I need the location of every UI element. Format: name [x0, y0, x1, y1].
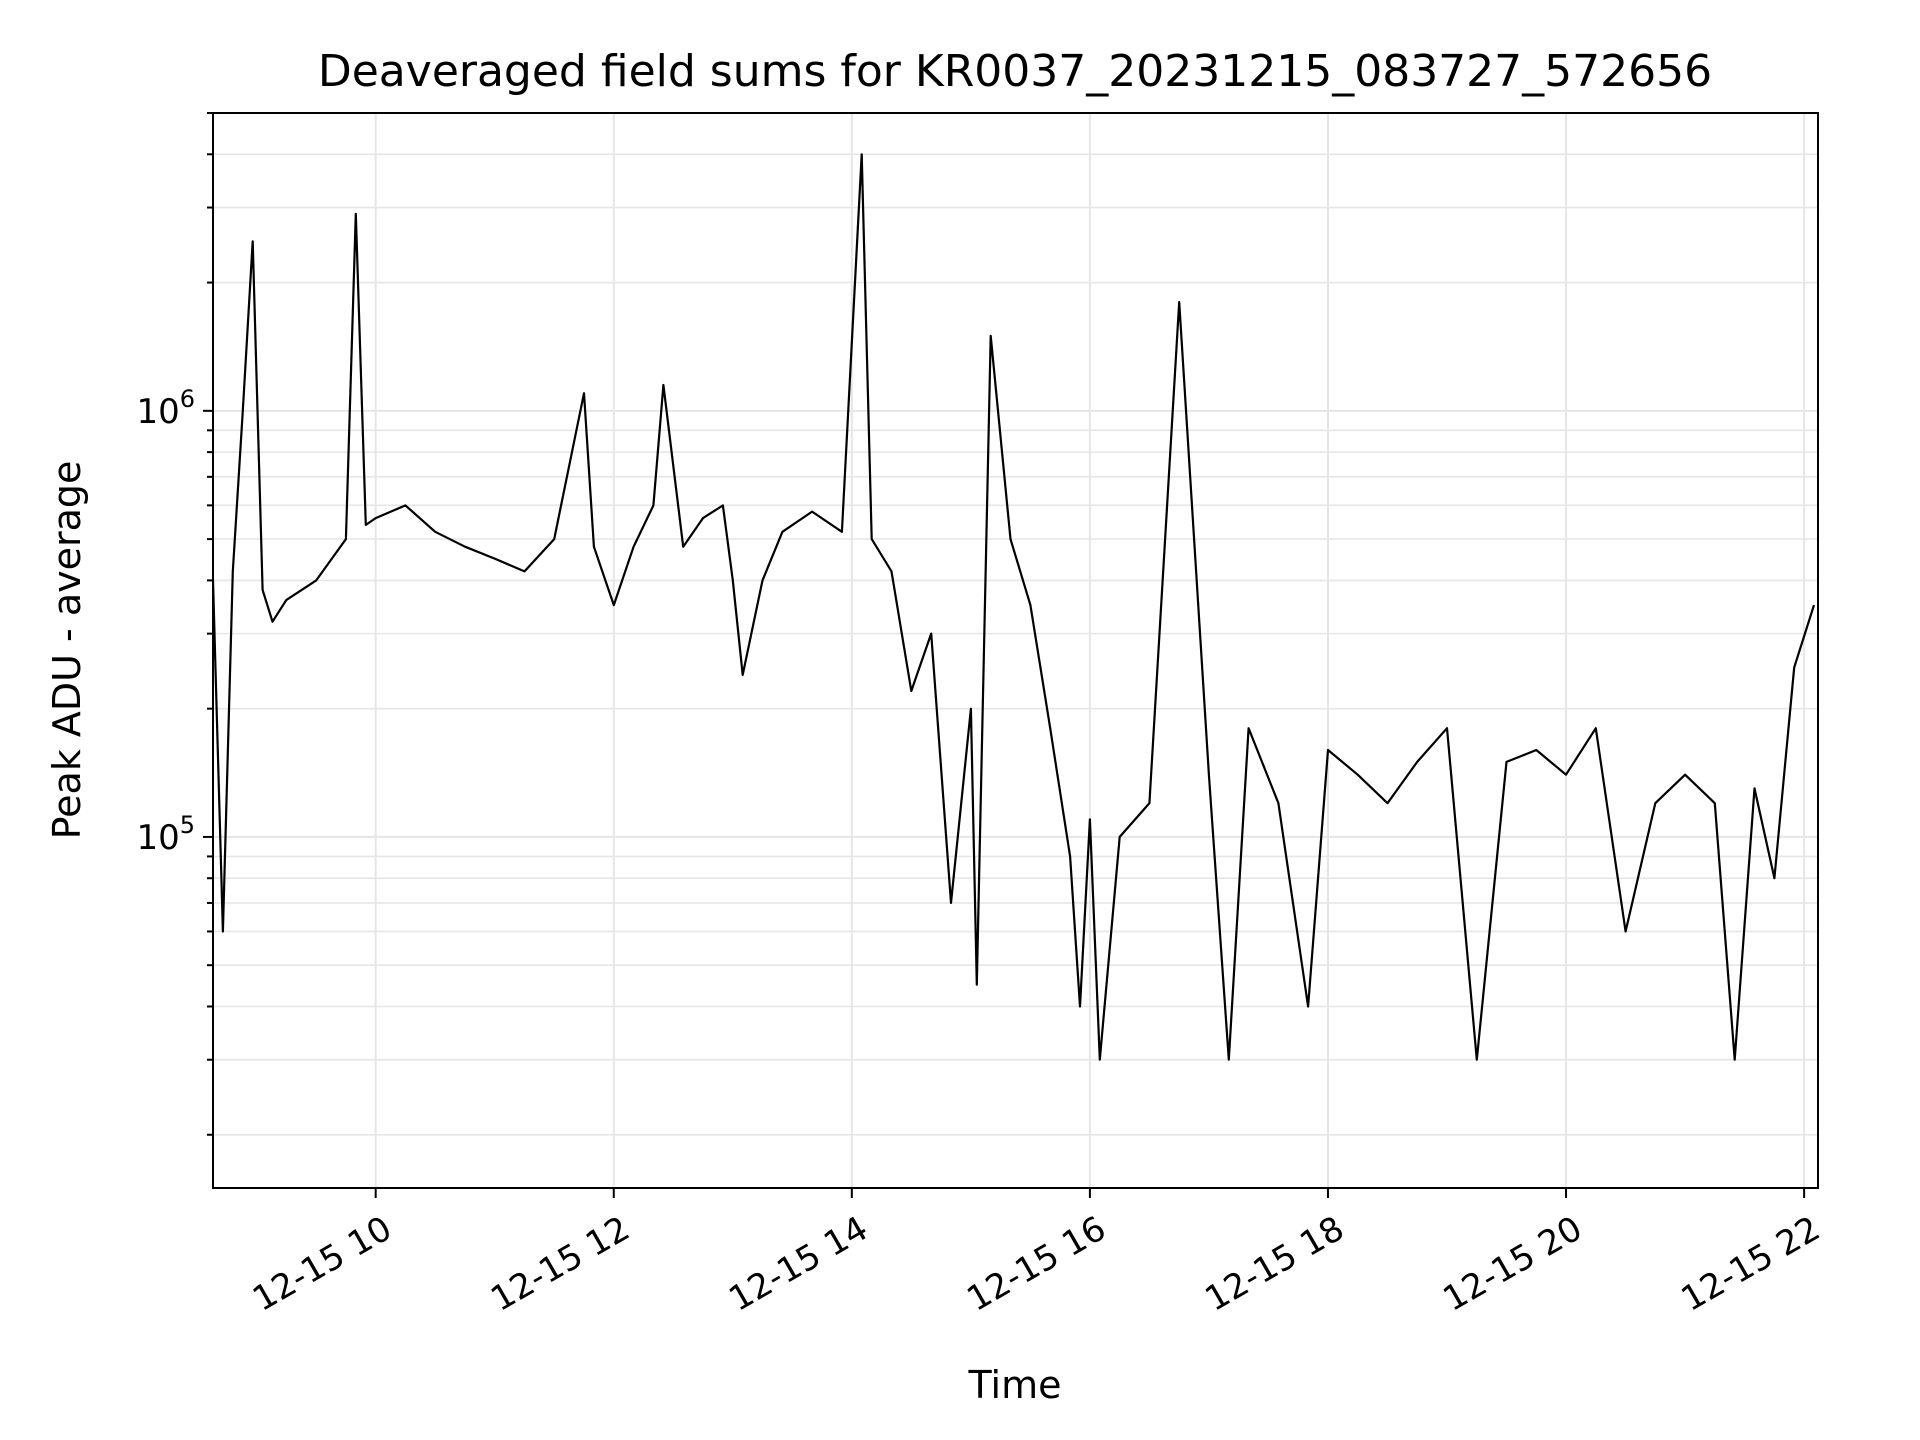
x-tick-label: 12-15 14	[722, 1209, 874, 1320]
y-tick-label: 105	[136, 811, 195, 858]
x-tick-label: 12-15 16	[960, 1209, 1112, 1320]
y-axis-label: Peak ADU - average	[45, 461, 89, 840]
data-layer	[211, 153, 1816, 1061]
x-tick-label: 12-15 18	[1198, 1209, 1350, 1320]
x-tick-label: 12-15 20	[1437, 1209, 1589, 1320]
plot-frame	[212, 112, 1819, 1189]
x-axis-label: Time	[968, 1363, 1062, 1407]
x-tick-label: 12-15 10	[246, 1209, 398, 1320]
x-tick-label: 12-15 12	[484, 1209, 636, 1320]
y-tick-base: 10	[136, 392, 179, 432]
y-tick-base: 10	[136, 818, 179, 858]
chart-title: Deaveraged field sums for KR0037_2023121…	[318, 46, 1712, 97]
y-tick-exponent: 6	[180, 385, 195, 413]
y-tick-exponent: 5	[180, 811, 195, 839]
x-tick-label: 12-15 22	[1675, 1209, 1827, 1320]
y-tick-label: 106	[136, 385, 195, 432]
grid	[213, 112, 1818, 1188]
series-line	[211, 153, 1816, 1061]
